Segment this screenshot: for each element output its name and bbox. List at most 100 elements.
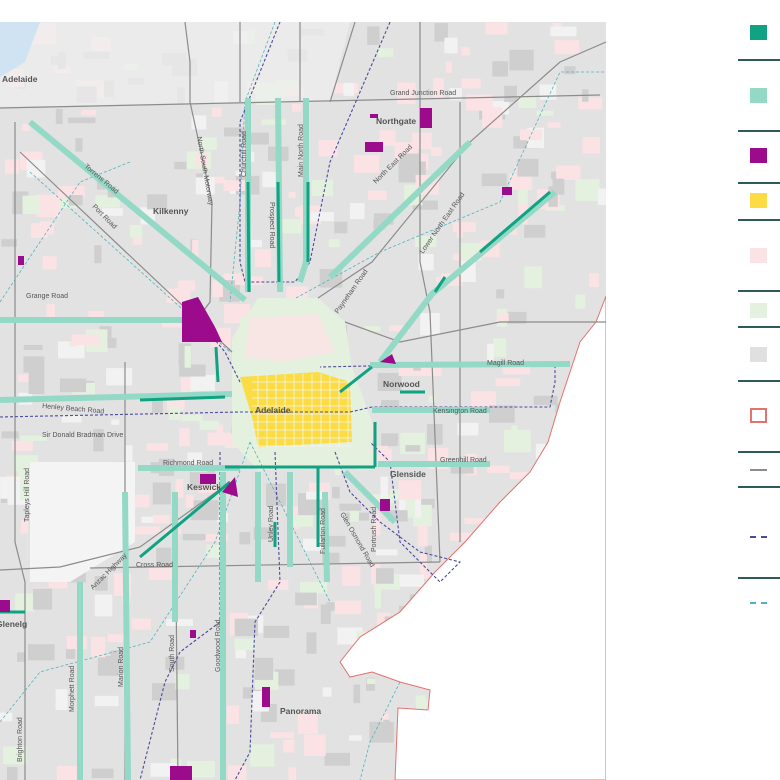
light-teal-square-icon bbox=[750, 88, 767, 103]
suburb-label: Northgate bbox=[376, 116, 416, 126]
land-parcel bbox=[461, 47, 470, 56]
grey-line-icon bbox=[750, 469, 767, 471]
legend-divider bbox=[738, 451, 780, 453]
land-parcel bbox=[517, 158, 539, 177]
road-label: Brighton Road bbox=[17, 717, 24, 762]
land-parcel bbox=[334, 221, 348, 234]
land-parcel bbox=[234, 638, 256, 651]
road-label: Marion Road bbox=[118, 647, 125, 687]
land-parcel bbox=[187, 761, 215, 778]
land-parcel bbox=[198, 486, 221, 493]
land-parcel bbox=[524, 224, 546, 238]
land-parcel bbox=[27, 644, 55, 661]
road-label: Main North Road bbox=[298, 124, 305, 177]
blue-dashed-line-icon bbox=[750, 536, 767, 538]
land-parcel bbox=[465, 94, 493, 111]
land-parcel bbox=[147, 194, 168, 210]
land-parcel bbox=[168, 406, 181, 420]
land-parcel bbox=[90, 636, 106, 658]
land-parcel bbox=[367, 190, 387, 201]
land-parcel bbox=[261, 119, 286, 125]
land-parcel bbox=[412, 200, 438, 210]
land-parcel bbox=[175, 674, 190, 690]
land-parcel bbox=[46, 303, 55, 320]
land-parcel bbox=[412, 132, 432, 150]
land-parcel bbox=[354, 154, 380, 173]
land-parcel bbox=[470, 391, 496, 409]
land-parcel bbox=[11, 441, 33, 451]
land-parcel bbox=[349, 203, 365, 220]
land-parcel bbox=[131, 494, 150, 508]
land-parcel bbox=[564, 66, 576, 75]
land-parcel bbox=[223, 180, 246, 191]
land-parcel bbox=[334, 600, 362, 615]
land-parcel bbox=[36, 194, 61, 218]
hills-area bbox=[339, 295, 606, 780]
land-parcel bbox=[414, 236, 437, 247]
land-parcel bbox=[322, 552, 340, 563]
land-parcel bbox=[509, 472, 538, 480]
land-parcel bbox=[255, 249, 271, 267]
land-parcel bbox=[575, 179, 600, 202]
land-parcel bbox=[283, 739, 295, 753]
legend-divider bbox=[738, 182, 780, 184]
pink-square-icon bbox=[750, 248, 767, 263]
land-parcel bbox=[199, 420, 220, 430]
land-parcel bbox=[68, 195, 83, 206]
land-parcel bbox=[0, 712, 13, 722]
land-parcel bbox=[179, 364, 206, 377]
land-parcel bbox=[536, 110, 554, 116]
land-parcel bbox=[492, 61, 509, 77]
land-parcel bbox=[235, 170, 250, 177]
land-parcel bbox=[17, 469, 29, 479]
land-parcel bbox=[71, 334, 100, 346]
land-parcel bbox=[413, 365, 421, 371]
map-canvas[interactable]: Adelaide Northgate Kilkenny Norwood Adel… bbox=[0, 22, 606, 780]
land-parcel bbox=[496, 289, 505, 299]
legend-divider bbox=[738, 577, 780, 579]
land-parcel bbox=[270, 732, 295, 739]
land-parcel bbox=[503, 429, 531, 453]
land-parcel bbox=[265, 483, 286, 506]
land-parcel bbox=[23, 344, 43, 350]
land-parcel bbox=[597, 188, 606, 206]
land-parcel bbox=[295, 592, 317, 606]
legend-divider bbox=[738, 59, 780, 61]
road-label: Cross Road bbox=[136, 562, 173, 569]
land-parcel bbox=[166, 399, 185, 411]
land-parcel bbox=[292, 103, 302, 112]
land-parcel bbox=[241, 132, 269, 145]
land-parcel bbox=[320, 604, 331, 625]
land-parcel bbox=[377, 372, 402, 392]
road-label: Fullarton Road bbox=[320, 508, 327, 554]
land-parcel bbox=[94, 594, 113, 617]
road-label: Churchill Road bbox=[241, 131, 248, 177]
land-parcel bbox=[383, 719, 390, 726]
land-parcel bbox=[554, 40, 580, 55]
grey-square-icon bbox=[750, 347, 767, 362]
suburb-label: Adelaide bbox=[2, 74, 38, 84]
road-label: Grange Road bbox=[26, 293, 68, 300]
land-parcel bbox=[152, 482, 171, 505]
land-parcel bbox=[509, 173, 533, 190]
land-parcel bbox=[107, 634, 124, 643]
land-parcel bbox=[417, 526, 428, 547]
land-parcel bbox=[495, 378, 521, 386]
land-parcel bbox=[196, 173, 203, 182]
land-parcel bbox=[321, 535, 346, 547]
land-parcel bbox=[250, 744, 275, 767]
land-parcel bbox=[375, 568, 394, 584]
road-label: Morphett Road bbox=[69, 666, 76, 712]
land-parcel bbox=[399, 153, 420, 163]
land-parcel bbox=[445, 61, 453, 73]
land-parcel bbox=[589, 273, 599, 287]
legend-divider bbox=[738, 326, 780, 328]
land-parcel bbox=[134, 526, 161, 535]
land-parcel bbox=[547, 122, 561, 128]
land-parcel bbox=[343, 82, 355, 96]
land-parcel bbox=[498, 312, 509, 322]
land-parcel bbox=[226, 705, 239, 724]
road-label: Greenhill Road bbox=[440, 457, 487, 464]
land-parcel bbox=[175, 478, 184, 498]
land-parcel bbox=[375, 549, 398, 556]
